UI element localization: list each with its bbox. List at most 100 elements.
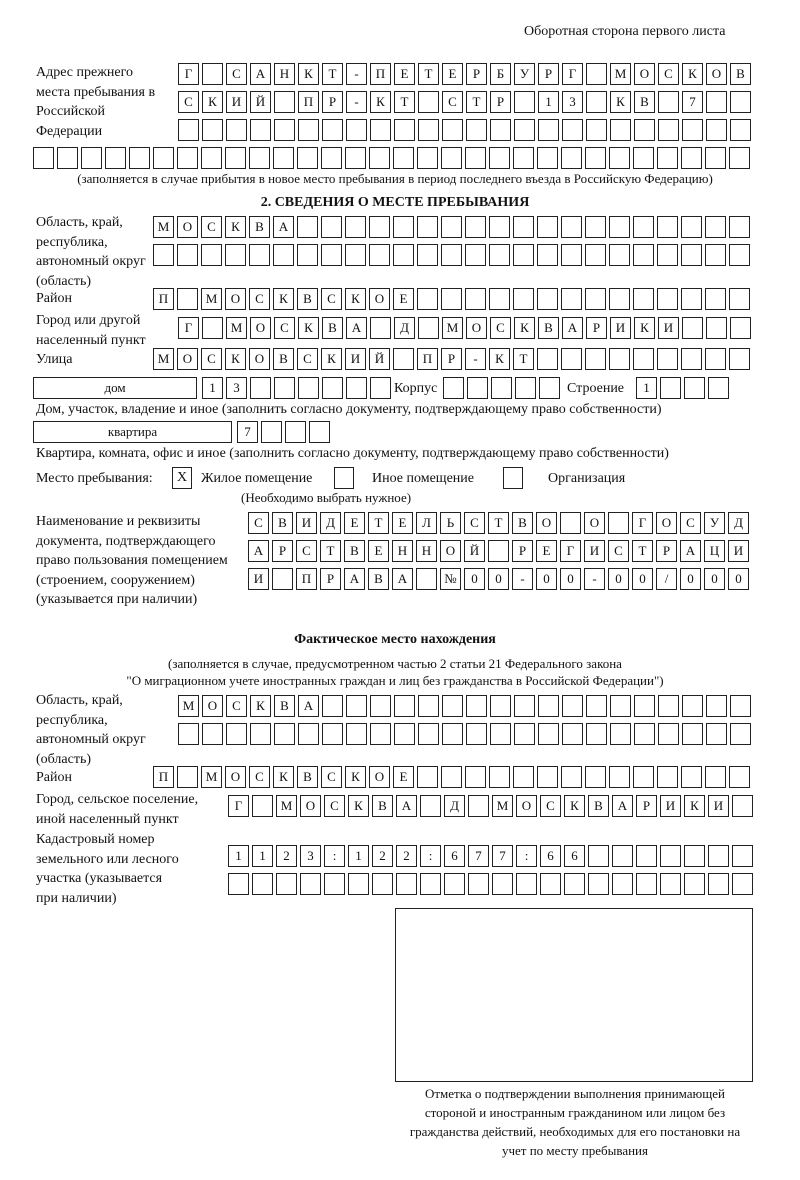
char-cell[interactable]	[273, 147, 294, 169]
char-cell[interactable]: -	[465, 348, 486, 370]
char-cell[interactable]	[394, 695, 415, 717]
char-cell[interactable]: Г	[228, 795, 249, 817]
char-cell[interactable]	[272, 568, 293, 590]
char-cell[interactable]	[129, 147, 150, 169]
char-cell[interactable]	[540, 873, 561, 895]
char-cell[interactable]	[586, 63, 607, 85]
char-cell[interactable]	[732, 845, 753, 867]
char-cell[interactable]	[660, 845, 681, 867]
char-cell[interactable]: Е	[393, 766, 414, 788]
char-cell[interactable]: С	[658, 63, 679, 85]
char-cell[interactable]	[588, 845, 609, 867]
char-cell[interactable]	[178, 119, 199, 141]
char-cell[interactable]: М	[153, 348, 174, 370]
char-cell[interactable]: Л	[416, 512, 437, 534]
char-cell[interactable]	[465, 244, 486, 266]
cadastre-row-2[interactable]	[228, 873, 753, 895]
char-cell[interactable]: К	[321, 348, 342, 370]
char-cell[interactable]	[348, 873, 369, 895]
char-cell[interactable]	[608, 512, 629, 534]
char-cell[interactable]: Р	[320, 568, 341, 590]
char-cell[interactable]	[153, 244, 174, 266]
char-cell[interactable]: Н	[416, 540, 437, 562]
building-row[interactable]: 1	[636, 377, 729, 399]
char-cell[interactable]	[657, 348, 678, 370]
char-cell[interactable]: С	[249, 766, 270, 788]
char-cell[interactable]	[177, 244, 198, 266]
char-cell[interactable]	[490, 723, 511, 745]
char-cell[interactable]	[682, 317, 703, 339]
char-cell[interactable]	[202, 317, 223, 339]
char-cell[interactable]	[636, 873, 657, 895]
char-cell[interactable]	[514, 119, 535, 141]
char-cell[interactable]: О	[536, 512, 557, 534]
char-cell[interactable]: 1	[228, 845, 249, 867]
char-cell[interactable]	[321, 147, 342, 169]
char-cell[interactable]: М	[226, 317, 247, 339]
char-cell[interactable]	[393, 216, 414, 238]
char-cell[interactable]: 1	[348, 845, 369, 867]
char-cell[interactable]: И	[584, 540, 605, 562]
char-cell[interactable]: И	[610, 317, 631, 339]
char-cell[interactable]	[417, 147, 438, 169]
house-type-field[interactable]: дом	[33, 377, 197, 399]
char-cell[interactable]: С	[226, 63, 247, 85]
char-cell[interactable]: В	[730, 63, 751, 85]
char-cell[interactable]	[609, 348, 630, 370]
char-cell[interactable]: Г	[178, 317, 199, 339]
char-cell[interactable]: Р	[466, 63, 487, 85]
char-cell[interactable]	[346, 119, 367, 141]
char-cell[interactable]	[729, 348, 750, 370]
char-cell[interactable]	[345, 147, 366, 169]
char-cell[interactable]	[370, 119, 391, 141]
char-cell[interactable]	[202, 63, 223, 85]
char-cell[interactable]	[537, 216, 558, 238]
char-cell[interactable]	[492, 873, 513, 895]
char-cell[interactable]: О	[466, 317, 487, 339]
char-cell[interactable]: -	[584, 568, 605, 590]
char-cell[interactable]	[441, 244, 462, 266]
char-cell[interactable]	[513, 147, 534, 169]
char-cell[interactable]	[489, 147, 510, 169]
char-cell[interactable]	[105, 147, 126, 169]
char-cell[interactable]: О	[656, 512, 677, 534]
char-cell[interactable]	[633, 244, 654, 266]
char-cell[interactable]: К	[682, 63, 703, 85]
char-cell[interactable]: А	[396, 795, 417, 817]
char-cell[interactable]	[729, 288, 750, 310]
char-cell[interactable]: В	[538, 317, 559, 339]
char-cell[interactable]	[298, 377, 319, 399]
char-cell[interactable]	[346, 377, 367, 399]
char-cell[interactable]	[442, 119, 463, 141]
char-cell[interactable]	[732, 795, 753, 817]
char-cell[interactable]: С	[321, 766, 342, 788]
char-cell[interactable]: О	[584, 512, 605, 534]
char-cell[interactable]: 7	[492, 845, 513, 867]
char-cell[interactable]	[465, 216, 486, 238]
char-cell[interactable]: Р	[586, 317, 607, 339]
char-cell[interactable]: С	[464, 512, 485, 534]
char-cell[interactable]	[684, 377, 705, 399]
char-cell[interactable]: Т	[632, 540, 653, 562]
char-cell[interactable]	[609, 288, 630, 310]
char-cell[interactable]	[252, 873, 273, 895]
char-cell[interactable]	[489, 288, 510, 310]
char-cell[interactable]: Е	[368, 540, 389, 562]
char-cell[interactable]: С	[248, 512, 269, 534]
char-cell[interactable]: :	[420, 845, 441, 867]
char-cell[interactable]: О	[225, 766, 246, 788]
char-cell[interactable]: О	[369, 288, 390, 310]
char-cell[interactable]: В	[372, 795, 393, 817]
char-cell[interactable]	[297, 244, 318, 266]
char-cell[interactable]	[610, 723, 631, 745]
prev-address-row-3[interactable]	[178, 119, 751, 141]
char-cell[interactable]	[684, 845, 705, 867]
char-cell[interactable]: И	[708, 795, 729, 817]
char-cell[interactable]	[297, 147, 318, 169]
char-cell[interactable]: 6	[540, 845, 561, 867]
char-cell[interactable]: 0	[680, 568, 701, 590]
